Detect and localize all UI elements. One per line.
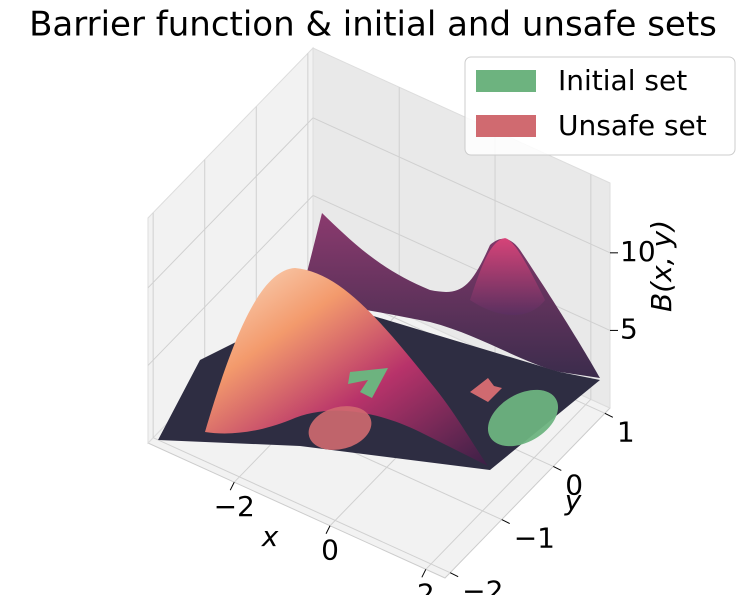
- y-tick-label: 0: [565, 468, 583, 501]
- grid-line: [147, 195, 314, 366]
- grid-line: [425, 398, 592, 570]
- y-tick: [604, 412, 614, 418]
- legend-swatch: [476, 70, 536, 92]
- z-tick-label: 5: [620, 312, 638, 345]
- grid-line: [312, 117, 611, 254]
- grid-line: [312, 194, 611, 331]
- y-tick: [501, 519, 510, 525]
- x-tick: [229, 481, 235, 491]
- initial-set: [348, 368, 388, 398]
- legend: Initial set Unsafe set: [464, 56, 736, 156]
- z-tick-label: 10: [620, 235, 656, 268]
- grid-line: [152, 437, 451, 574]
- legend-label: Unsafe set: [558, 109, 707, 142]
- legend-swatch: [476, 115, 536, 137]
- unsafe-set: [470, 378, 502, 402]
- y-tick: [449, 572, 459, 578]
- legend-label: Initial set: [558, 64, 687, 97]
- surface-ridge: [300, 213, 600, 378]
- x-axis-label: x: [261, 520, 279, 553]
- x-tick: [325, 525, 331, 534]
- x-tick-label: 0: [321, 534, 339, 567]
- unsafe-set: [308, 406, 372, 450]
- surface-peak: [205, 268, 488, 466]
- y-axis-label: y: [564, 484, 582, 517]
- x-tick-label: 2: [417, 577, 435, 595]
- y-tick-label: −1: [514, 522, 555, 555]
- x-tick-label: −2: [214, 490, 255, 523]
- grid-line: [147, 117, 314, 289]
- surface-peak: [470, 238, 545, 315]
- z-axis-label: B(x, y): [645, 220, 678, 312]
- y-tick-label: 1: [617, 415, 635, 448]
- ticks: −2 0 2 −2 −1 0 1 5 10: [214, 235, 656, 595]
- y-tick-label: −2: [462, 575, 503, 595]
- surface: [158, 213, 600, 470]
- chart-title: Barrier function & initial and unsafe se…: [29, 5, 717, 45]
- x-tick: [421, 569, 427, 578]
- initial-set: [487, 389, 559, 447]
- y-tick: [553, 465, 562, 471]
